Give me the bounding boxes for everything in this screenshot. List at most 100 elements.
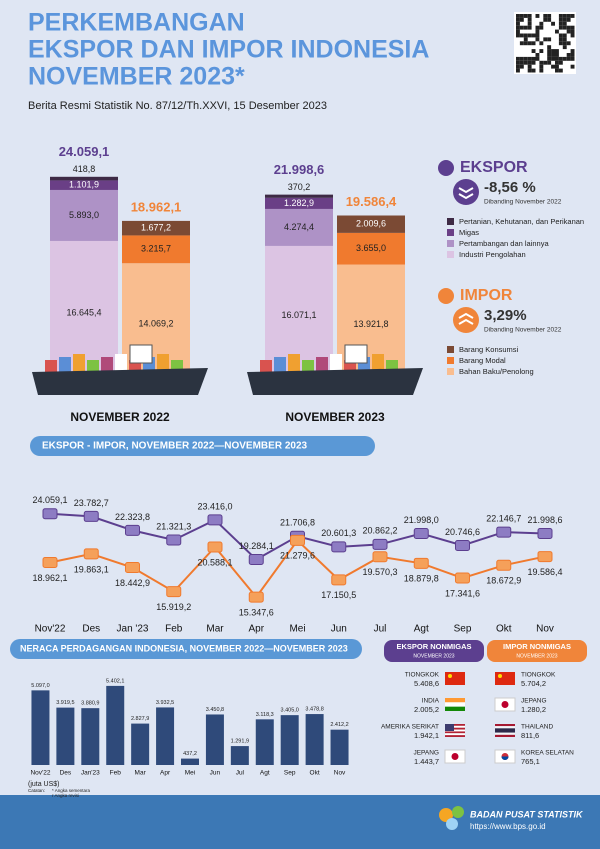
qr-cell <box>531 33 536 38</box>
qr-cell <box>516 29 520 34</box>
qr-cell <box>547 49 552 53</box>
ship-container <box>101 357 113 372</box>
qr-cell <box>519 41 524 46</box>
flag <box>445 731 465 734</box>
bar-label: 3.932,5 <box>156 700 174 706</box>
ship-container <box>274 357 286 372</box>
qr-cell <box>566 25 571 30</box>
point-label: 20.746,6 <box>445 527 480 537</box>
point-marker <box>83 548 99 560</box>
point-label: 19.863,1 <box>74 564 109 574</box>
ship-bridge <box>129 344 153 364</box>
qr-cell <box>523 25 528 30</box>
bar <box>305 714 324 765</box>
qr-cell <box>562 37 567 42</box>
qr-cell <box>555 60 559 65</box>
qr-cell <box>547 60 552 65</box>
ship-bridge <box>344 344 368 364</box>
qr-cell <box>531 56 536 61</box>
qr-cell <box>535 25 540 30</box>
qr-cell <box>543 17 548 22</box>
legend-label: Bahan Baku/Penolong <box>459 367 534 376</box>
ship-container <box>87 360 99 372</box>
unit-label: (juta US$) <box>28 781 60 788</box>
change-note: Dibanding November 2022 <box>484 327 562 334</box>
ship-container <box>316 357 328 372</box>
bar-label: 2.827,9 <box>131 716 149 722</box>
qr-cell <box>570 25 575 30</box>
qr-cell <box>539 25 544 30</box>
flag <box>445 706 465 711</box>
qr-cell <box>516 60 520 65</box>
total-label: 24.059,1 <box>59 144 110 159</box>
qr-cell <box>523 33 528 38</box>
point-label: 17.341,6 <box>445 588 480 598</box>
qr-cell <box>519 64 524 69</box>
bar <box>31 690 50 765</box>
qr-cell <box>555 56 559 61</box>
x-tick-label: Mar <box>206 624 224 635</box>
stack-segment <box>337 215 405 233</box>
bar-label: 1.291,9 <box>231 739 249 745</box>
bar-label: 3.450,8 <box>206 707 224 713</box>
total-label: 19.586,4 <box>346 194 397 209</box>
point-label: 17.150,5 <box>321 590 356 600</box>
partner-title: IMPOR NONMIGAS <box>503 642 571 651</box>
qr-cell <box>543 60 548 65</box>
qr-cell <box>570 14 575 18</box>
ship-hull <box>247 368 423 395</box>
legend-swatch <box>447 346 454 353</box>
x-tick-label: Agt <box>260 770 270 777</box>
stack-segment <box>122 220 190 236</box>
bar-label: 3.118,3 <box>256 712 274 718</box>
point-label: 24.059,1 <box>32 495 67 505</box>
legend-label: Barang Modal <box>459 356 506 365</box>
segment-label: 16.645,4 <box>66 307 101 317</box>
point-marker <box>166 586 182 598</box>
flag <box>445 725 465 728</box>
qr-cell <box>523 14 528 18</box>
point-marker <box>331 574 347 586</box>
qr-cell <box>555 49 559 53</box>
qr-cell <box>527 25 532 30</box>
change-arrow <box>458 318 474 325</box>
country-value: 765,1 <box>521 757 540 766</box>
x-tick-label: Des <box>60 770 72 777</box>
point-marker <box>413 557 429 569</box>
segment-label: 5.893,0 <box>69 210 99 220</box>
stack-segment <box>122 235 190 264</box>
bar <box>280 715 299 765</box>
partner-box <box>487 640 587 662</box>
point-label: 19.570,3 <box>362 567 397 577</box>
bar-label: 3.478,8 <box>305 707 323 713</box>
x-tick-label: Mei <box>185 770 195 777</box>
qr-cell <box>539 68 544 73</box>
qr-cell <box>555 53 559 57</box>
qr-cell <box>551 49 555 53</box>
group-label: NOVEMBER 2023 <box>285 410 385 424</box>
legend-label: Industri Pengolahan <box>459 250 526 259</box>
qr-cell <box>519 56 524 61</box>
ship-hull <box>32 368 208 395</box>
bar-label: 3.919,5 <box>56 700 74 706</box>
flag <box>501 701 509 708</box>
point-marker <box>537 527 553 539</box>
flag <box>495 728 515 731</box>
point-marker <box>496 559 512 571</box>
legend-swatch <box>447 357 454 364</box>
section-title: NERACA PERDAGANGAN INDONESIA, NOVEMBER 2… <box>20 643 348 653</box>
partner-title: EKSPOR NONMIGAS <box>396 642 471 651</box>
point-marker <box>125 562 140 574</box>
note: Catatan: <box>28 788 45 793</box>
qr-cell <box>558 33 563 38</box>
point-marker <box>207 541 223 553</box>
qr-cell <box>570 49 575 53</box>
point-marker <box>290 534 305 546</box>
footer-org: BADAN PUSAT STATISTIK <box>470 809 584 819</box>
x-tick-label: Apr <box>160 770 171 777</box>
qr-cell <box>547 14 552 18</box>
qr-cell <box>570 33 575 38</box>
bar-label: 3.880,9 <box>81 701 99 707</box>
qr-cell <box>539 64 544 69</box>
